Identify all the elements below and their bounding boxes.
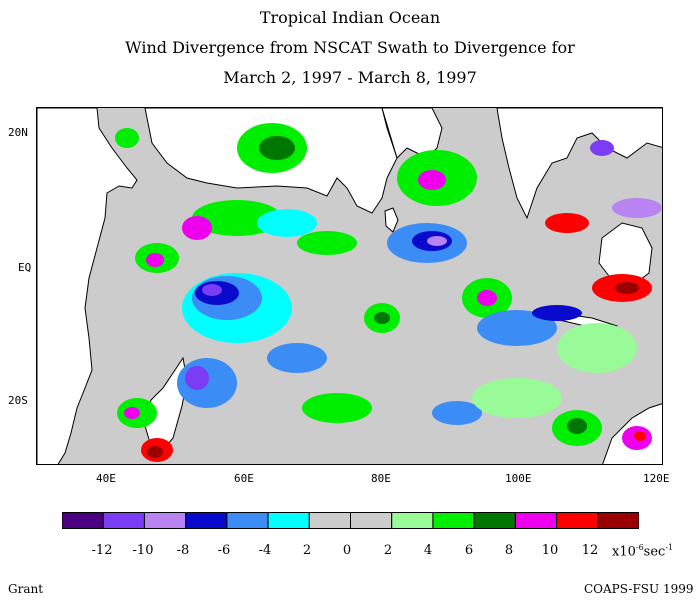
legend-label-11: 10 [541, 543, 559, 558]
legend-units: x10-6sec-1 [612, 543, 673, 559]
title-line-3: March 2, 1997 - March 8, 1997 [223, 68, 477, 87]
title-line-1: Tropical Indian Ocean [259, 8, 441, 27]
legend-label-6: 0 [342, 543, 352, 558]
legend-units-suffix: sec [643, 544, 666, 560]
land-se-asia [496, 108, 662, 220]
legend-label-10: 8 [504, 543, 514, 558]
colorbar [62, 512, 639, 529]
land-sri-lanka [384, 207, 399, 233]
legend-label-1: -10 [132, 543, 154, 558]
legend-label-8: 4 [423, 543, 433, 558]
colorbar-cell-1 [102, 512, 145, 529]
divergence-patches [115, 123, 662, 462]
divergence-map-svg [37, 108, 662, 464]
colorbar-cell-8 [391, 512, 434, 529]
lon-tick-80e: 80E [371, 472, 391, 485]
lon-tick-60e: 60E [234, 472, 254, 485]
colorbar-cell-13 [597, 512, 639, 529]
colorbar-cell-10 [473, 512, 516, 529]
legend-label-2: -8 [176, 543, 190, 558]
colorbar-cell-5 [267, 512, 310, 529]
colorbar-cell-3 [185, 512, 228, 529]
colorbar-cell-7 [350, 512, 393, 529]
title-line-2: Wind Divergence from NSCAT Swath to Dive… [125, 38, 575, 57]
colorbar-cell-6 [308, 512, 351, 529]
colorbar-cell-0 [62, 512, 104, 529]
colorbar-cell-11 [514, 512, 558, 529]
legend-label-7: 2 [383, 543, 393, 558]
footer-credit: COAPS-FSU 1999 [584, 582, 694, 596]
lon-tick-120e: 120E [643, 472, 670, 485]
lon-tick-100e: 100E [505, 472, 532, 485]
legend-units-exp: -6 [635, 543, 644, 552]
lon-tick-40e: 40E [96, 472, 116, 485]
legend-units-prefix: x10 [612, 544, 636, 560]
lat-tick-20n: 20N [8, 126, 28, 139]
colorbar-cell-2 [143, 512, 187, 529]
colorbar-cell-12 [556, 512, 599, 529]
legend-units-suffix-exp: -1 [665, 543, 674, 552]
legend-label-12: 12 [581, 543, 599, 558]
land-arabia-africa [37, 108, 138, 464]
lat-tick-20s: 20S [8, 394, 28, 407]
lat-tick-eq: EQ [18, 261, 32, 274]
legend-label-5: 2 [302, 543, 312, 558]
legend-label-4: -4 [258, 543, 272, 558]
legend-label-3: -6 [217, 543, 231, 558]
colorbar-cell-9 [432, 512, 475, 529]
legend-label-0: -12 [91, 543, 113, 558]
colorbar-cell-4 [226, 512, 269, 529]
legend-label-9: 6 [464, 543, 474, 558]
divergence-map [36, 107, 663, 465]
land-borneo [598, 222, 653, 287]
footer-author: Grant [8, 582, 44, 596]
